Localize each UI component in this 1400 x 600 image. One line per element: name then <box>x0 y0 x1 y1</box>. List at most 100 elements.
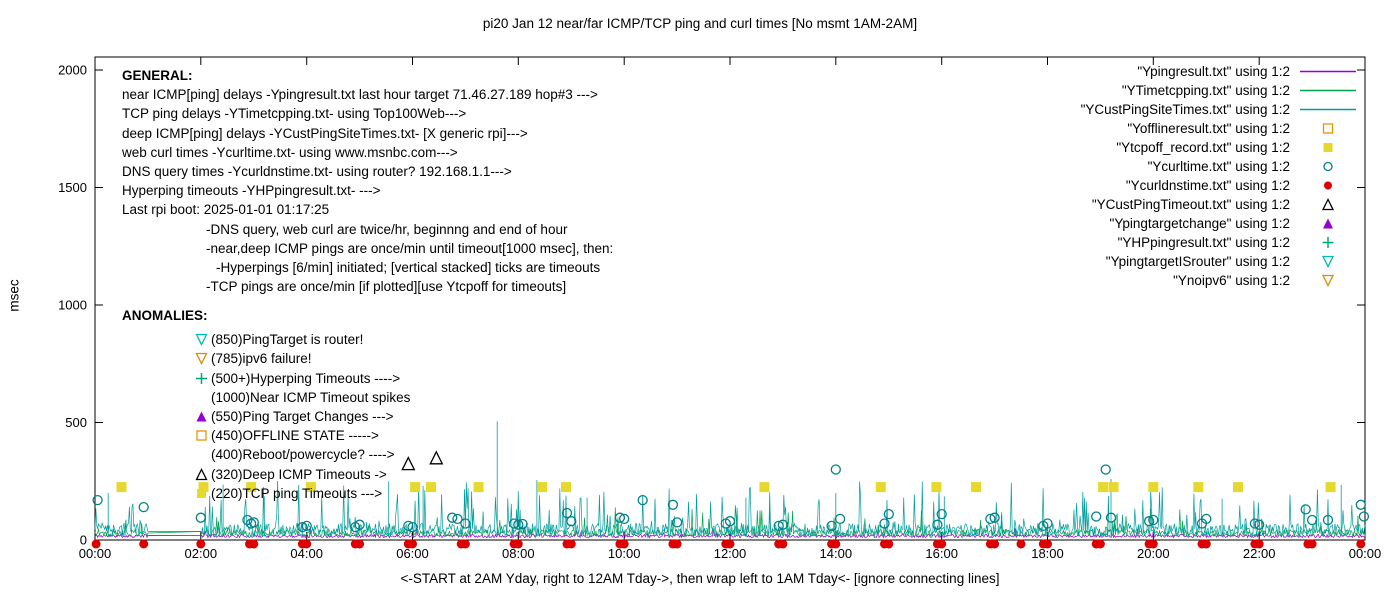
general-line: DNS query times -Ycurldnstime.txt- using… <box>122 164 512 180</box>
no-icon <box>194 448 211 462</box>
triangle-down-open-icon <box>194 352 211 366</box>
triangle-down-open-legend-icon <box>1296 254 1360 269</box>
triangle-open-icon <box>194 467 211 481</box>
anomaly-row: (450)OFFLINE STATE -----> <box>122 426 410 445</box>
anomaly-row: (220)TCP ping Timeouts ---> <box>122 484 410 503</box>
legend-row: "Ycurltime.txt" using 1:2 <box>1081 157 1360 176</box>
anomaly-text: (550)Ping Target Changes ---> <box>211 408 394 424</box>
anomaly-row: (550)Ping Target Changes ---> <box>122 407 410 426</box>
square-open-legend-icon <box>1296 121 1360 136</box>
triangle-filled-icon <box>194 410 211 424</box>
legend-row: "YTimetcpping.txt" using 1:2 <box>1081 81 1360 100</box>
chart-title: pi20 Jan 12 near/far ICMP/TCP ping and c… <box>482 16 918 31</box>
no-icon <box>194 390 211 404</box>
x-axis-label: <-START at 2AM Yday, right to 12AM Tday-… <box>400 571 1000 586</box>
general-line: -near,deep ICMP pings are once/min until… <box>206 240 614 256</box>
svg-text:20:00: 20:00 <box>1137 546 1170 561</box>
square-filled-icon <box>194 486 211 500</box>
svg-text:10:00: 10:00 <box>608 546 641 561</box>
line-legend-icon <box>1296 64 1360 79</box>
triangle-open-legend-icon <box>1296 197 1360 212</box>
svg-text:08:00: 08:00 <box>502 546 535 561</box>
legend-row: "YCustPingTimeout.txt" using 1:2 <box>1081 195 1360 214</box>
legend: "Ypingresult.txt" using 1:2 "YTimetcpping… <box>1081 62 1360 290</box>
anomaly-text: (785)ipv6 failure! <box>211 351 312 367</box>
anomaly-text: (500+)Hyperping Timeouts ----> <box>211 370 401 386</box>
legend-label: "Ytcpoff_record.txt" using 1:2 <box>1116 140 1290 155</box>
legend-row: "Ypingtargetchange" using 1:2 <box>1081 214 1360 233</box>
square-open-icon <box>194 429 211 443</box>
legend-label: "YTimetcpping.txt" using 1:2 <box>1121 83 1290 98</box>
svg-text:00:00: 00:00 <box>79 546 112 561</box>
anomaly-row: (785)ipv6 failure! <box>122 349 410 368</box>
svg-text:12:00: 12:00 <box>714 546 747 561</box>
svg-text:04:00: 04:00 <box>290 546 323 561</box>
anomaly-text: (400)Reboot/powercycle? ----> <box>211 447 395 463</box>
anomaly-list: (850)PingTarget is router! (785)ipv6 fail… <box>122 330 410 503</box>
legend-row: "Ypingresult.txt" using 1:2 <box>1081 62 1360 81</box>
plus-legend-icon <box>1296 235 1360 250</box>
svg-text:02:00: 02:00 <box>185 546 218 561</box>
legend-label: "YpingtargetISrouter" using 1:2 <box>1105 254 1290 269</box>
legend-row: "Yofflineresult.txt" using 1:2 <box>1081 119 1360 138</box>
general-line: -DNS query, web curl are twice/hr, begin… <box>206 221 568 237</box>
svg-text:1500: 1500 <box>58 180 87 195</box>
triangle-filled-legend-icon <box>1296 216 1360 231</box>
legend-row: "YCustPingSiteTimes.txt" using 1:2 <box>1081 100 1360 119</box>
legend-label: "Yofflineresult.txt" using 1:2 <box>1127 121 1290 136</box>
triangle-down-open-icon <box>194 333 211 347</box>
anomaly-text: (850)PingTarget is router! <box>211 332 364 348</box>
svg-text:0: 0 <box>80 533 87 548</box>
svg-text:14:00: 14:00 <box>820 546 853 561</box>
legend-label: "Ynoipv6" using 1:2 <box>1173 273 1290 288</box>
legend-row: "Ycurldnstime.txt" using 1:2 <box>1081 176 1360 195</box>
svg-text:06:00: 06:00 <box>396 546 429 561</box>
general-line: deep ICMP[ping] delays -YCustPingSiteTim… <box>122 125 528 141</box>
line-legend-icon <box>1296 102 1360 117</box>
plus-icon <box>194 371 211 385</box>
circle-filled-legend-icon <box>1296 178 1360 193</box>
svg-text:22:00: 22:00 <box>1243 546 1276 561</box>
legend-label: "Ycurldnstime.txt" using 1:2 <box>1125 178 1290 193</box>
line-legend-icon <box>1296 83 1360 98</box>
anomalies-notes: ANOMALIES: (850)PingTarget is router! (78… <box>122 306 410 503</box>
svg-text:500: 500 <box>65 415 87 430</box>
anomaly-text: (320)Deep ICMP Timeouts -> <box>211 466 387 482</box>
svg-text:16:00: 16:00 <box>925 546 958 561</box>
legend-row: "YpingtargetISrouter" using 1:2 <box>1081 252 1360 271</box>
general-line: -Hyperpings [6/min] initiated; [vertical… <box>216 260 601 276</box>
anomalies-heading: ANOMALIES: <box>122 308 208 323</box>
general-line: web curl times -Ycurltime.txt- using www… <box>122 144 458 160</box>
general-notes: GENERAL: near ICMP[ping] delays -Ypingre… <box>122 66 613 296</box>
anomaly-row: (500+)Hyperping Timeouts ----> <box>122 369 410 388</box>
legend-label: "YHPpingresult.txt" using 1:2 <box>1117 235 1290 250</box>
legend-row: "YHPpingresult.txt" using 1:2 <box>1081 233 1360 252</box>
legend-label: "Ypingresult.txt" using 1:2 <box>1137 64 1290 79</box>
general-line: near ICMP[ping] delays -Ypingresult.txt … <box>122 87 598 103</box>
legend-row: "Ynoipv6" using 1:2 <box>1081 271 1360 290</box>
general-line: Last rpi boot: 2025-01-01 01:17:25 <box>122 202 330 218</box>
circle-open-legend-icon <box>1296 159 1360 174</box>
legend-row: "Ytcpoff_record.txt" using 1:2 <box>1081 138 1360 157</box>
legend-label: "YCustPingTimeout.txt" using 1:2 <box>1091 197 1290 212</box>
anomaly-row: (400)Reboot/powercycle? ----> <box>122 445 410 464</box>
svg-text:00:00: 00:00 <box>1349 546 1382 561</box>
legend-label: "Ycurltime.txt" using 1:2 <box>1147 159 1290 174</box>
general-line: -TCP pings are once/min [if plotted][use… <box>206 279 567 295</box>
anomaly-text: (220)TCP ping Timeouts ---> <box>211 485 383 501</box>
anomaly-row: (1000)Near ICMP Timeout spikes <box>122 388 410 407</box>
anomaly-row: (320)Deep ICMP Timeouts -> <box>122 465 410 484</box>
general-line: Hyperping timeouts -YHPpingresult.txt- -… <box>122 183 381 199</box>
general-line: TCP ping delays -YTimetcpping.txt- using… <box>122 106 467 122</box>
general-heading: GENERAL: <box>122 68 193 83</box>
svg-text:18:00: 18:00 <box>1031 546 1064 561</box>
legend-label: "Ypingtargetchange" using 1:2 <box>1109 216 1290 231</box>
anomaly-text: (450)OFFLINE STATE -----> <box>211 428 379 444</box>
general-list: near ICMP[ping] delays -Ypingresult.txt … <box>122 85 613 296</box>
triangle-down-open-legend-icon <box>1296 273 1360 288</box>
anomaly-row: (850)PingTarget is router! <box>122 330 410 349</box>
svg-text:2000: 2000 <box>58 63 87 78</box>
legend-label: "YCustPingSiteTimes.txt" using 1:2 <box>1080 102 1290 117</box>
square-filled-legend-icon <box>1296 140 1360 155</box>
